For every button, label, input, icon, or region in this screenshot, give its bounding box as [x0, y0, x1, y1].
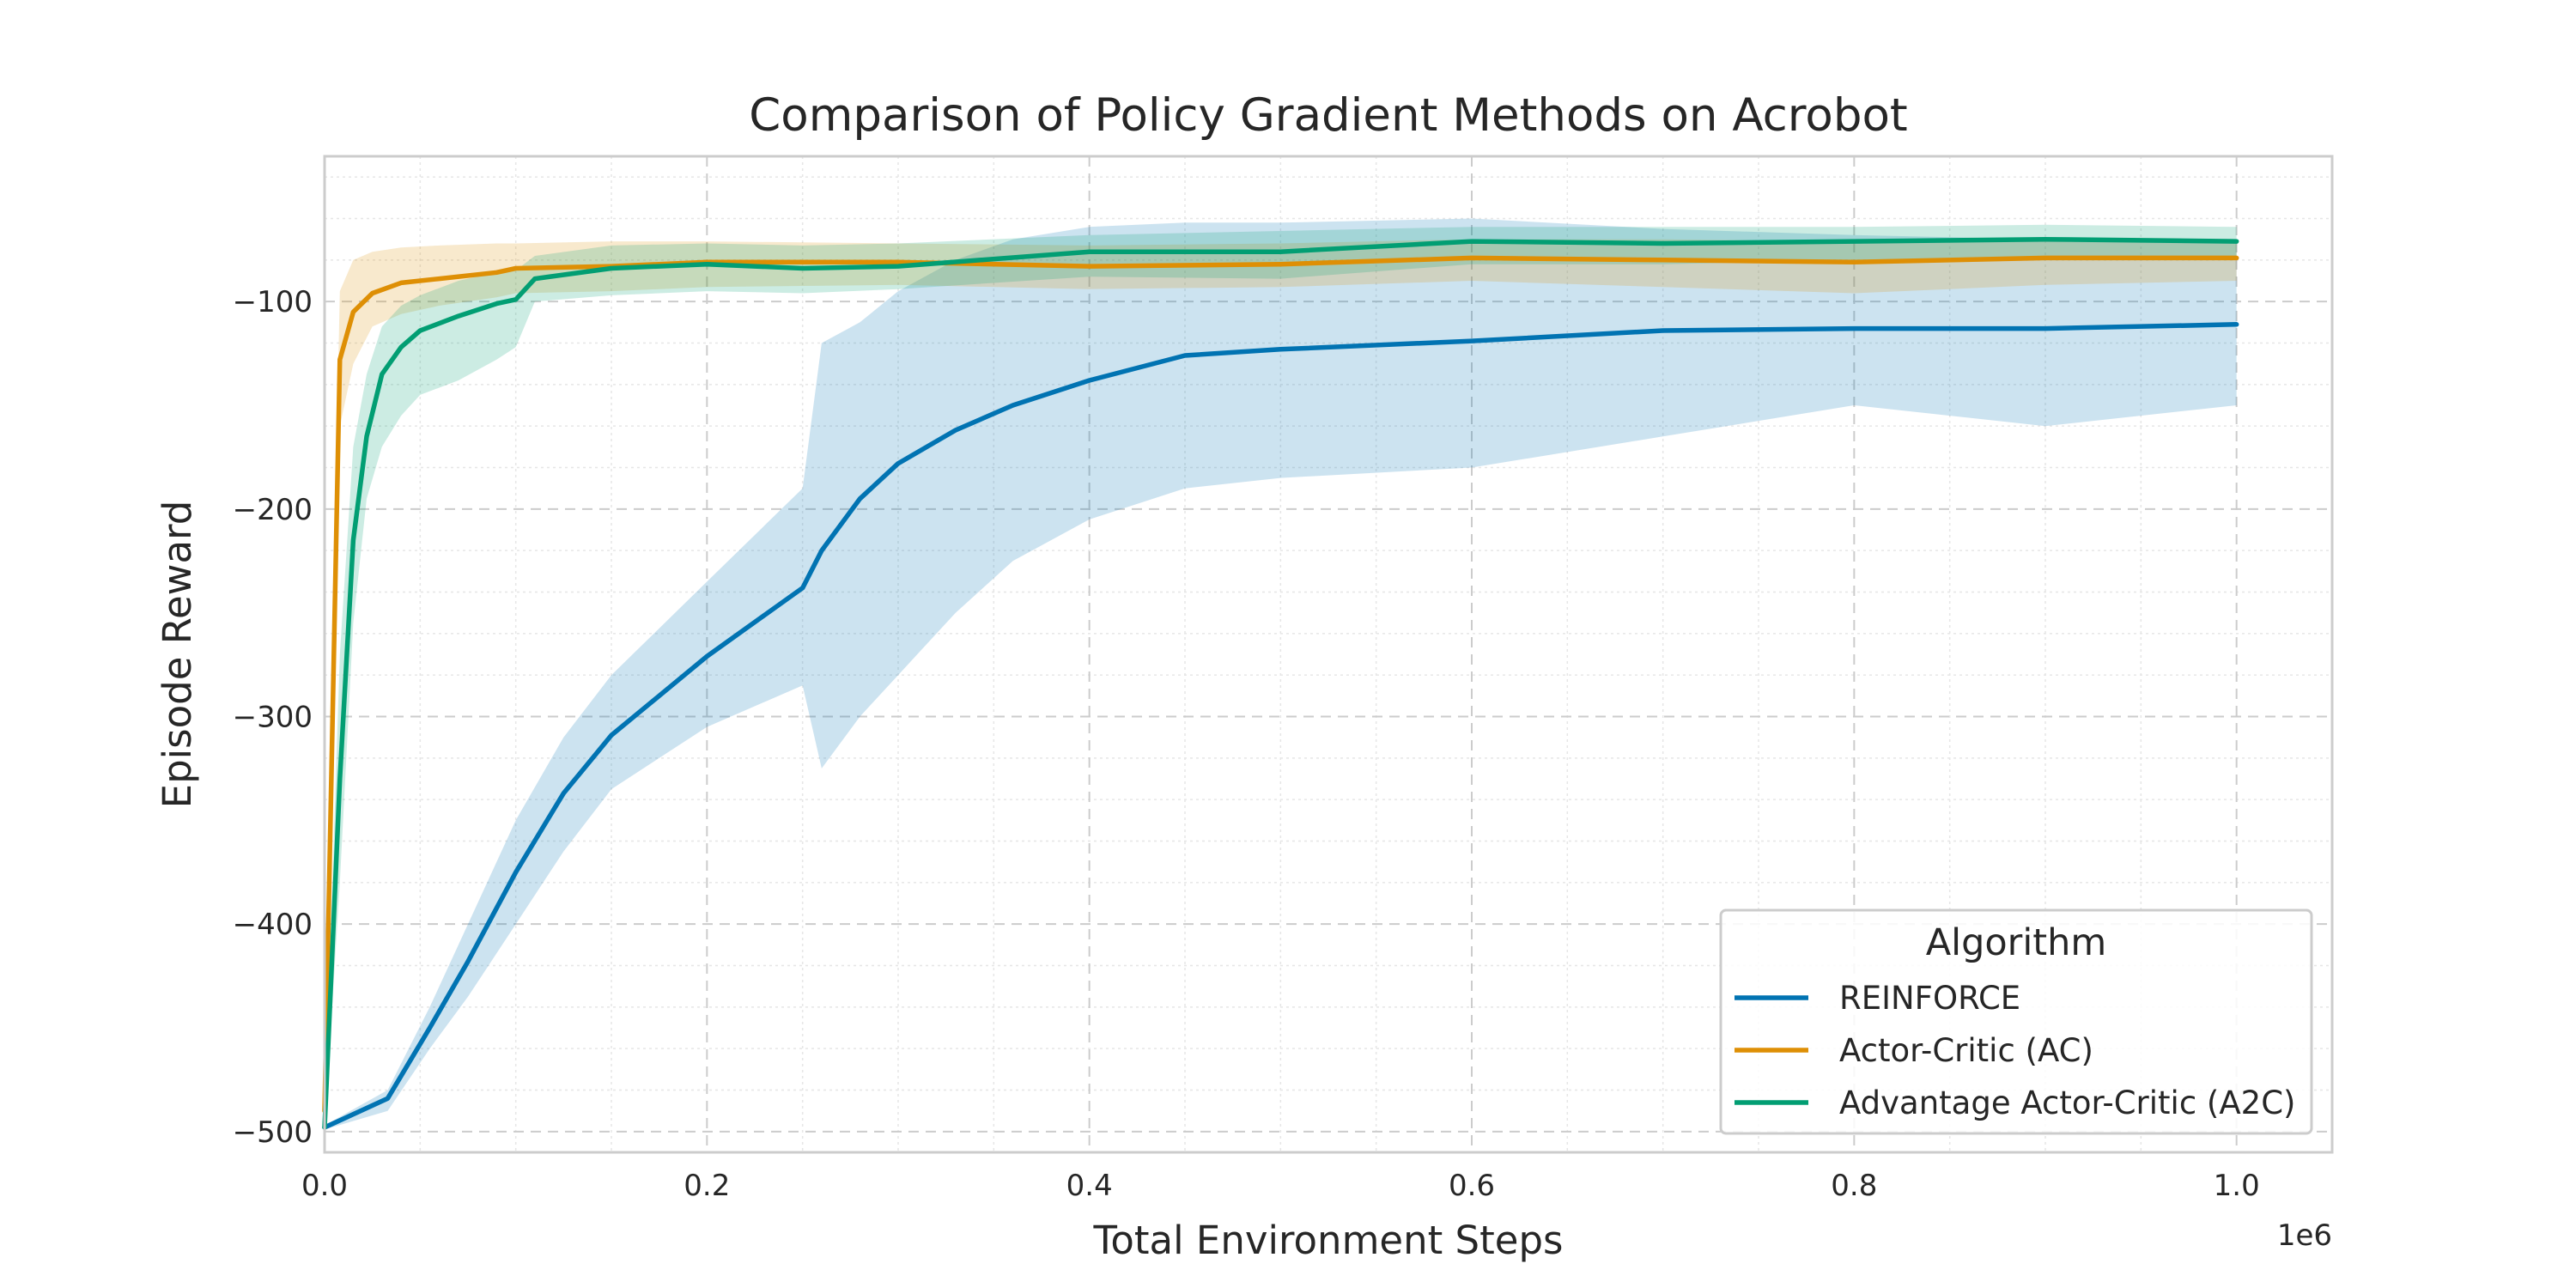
line-reinforce — [322, 322, 2239, 1130]
y-tick-label: −400 — [233, 908, 313, 942]
plot-frame — [323, 155, 2334, 1154]
confidence-bands — [325, 218, 2237, 1130]
grid — [324, 156, 2333, 1152]
y-tick-label: −300 — [233, 701, 313, 735]
series-lines — [322, 236, 2239, 1130]
x-axis-offset-label: 1e6 — [2277, 1218, 2332, 1253]
chart-title: Comparison of Policy Gradient Methods on… — [749, 89, 1907, 142]
x-tick-label: 0.6 — [1449, 1169, 1495, 1203]
legend-entries: REINFORCE Actor-Critic (AC) Advantage Acto… — [1735, 980, 2295, 1121]
y-axis-label: Episode Reward — [155, 501, 200, 809]
x-tick-label: 1.0 — [2214, 1169, 2260, 1203]
band-advantage-actor-critic-a2c — [325, 224, 2237, 1130]
y-tick-label: −500 — [233, 1115, 313, 1150]
x-axis-label: Total Environment Steps — [1093, 1218, 1564, 1263]
x-tick-label: 0.2 — [683, 1169, 730, 1203]
band-reinforce — [325, 218, 2237, 1130]
legend-label: Advantage Actor-Critic (A2C) — [1839, 1084, 2295, 1121]
y-tick-label: −100 — [233, 285, 313, 319]
legend-label: Actor-Critic (AC) — [1839, 1032, 2093, 1069]
tick-labels: 0.0 0.2 0.4 0.6 0.8 1.0 −500 −400 −300 −200 −100 — [233, 285, 2260, 1203]
legend-label: REINFORCE — [1839, 980, 2020, 1017]
x-tick-label: 0.0 — [301, 1169, 348, 1203]
y-tick-label: −200 — [233, 493, 313, 527]
x-tick-label: 0.8 — [1831, 1169, 1877, 1203]
legend-title: Algorithm — [1926, 921, 2107, 964]
x-tick-label: 0.4 — [1066, 1169, 1113, 1203]
line-advantage-actor-critic-a2c — [322, 236, 2239, 1130]
legend: Algorithm REINFORCE Actor-Critic (AC) Adva… — [1719, 908, 2313, 1135]
legend-box — [1719, 908, 2313, 1135]
